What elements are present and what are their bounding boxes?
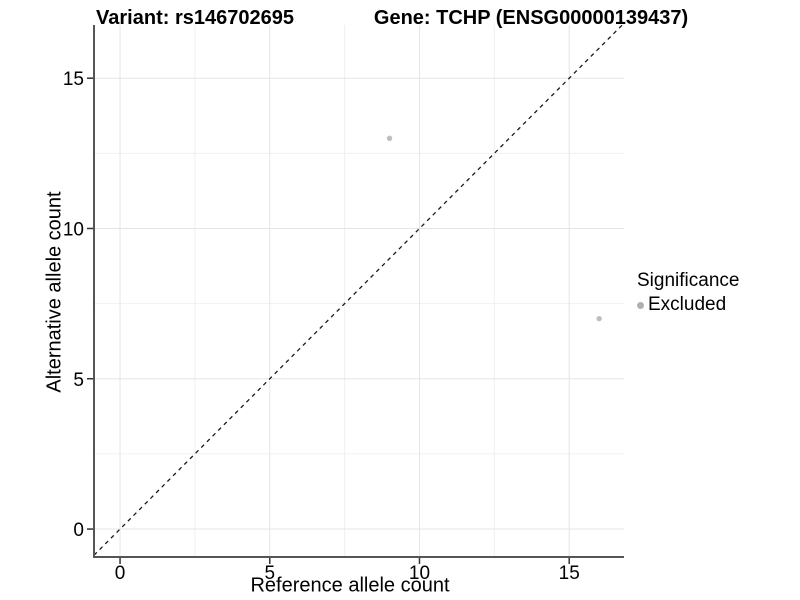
legend-point-icon — [637, 301, 644, 309]
plot-title-variant: Variant: rs146702695 — [96, 7, 294, 29]
legend-item-excluded: Excluded — [637, 294, 739, 316]
plot-title-gene: Gene: TCHP (ENSG00000139437) — [373, 7, 689, 29]
data-point — [596, 315, 602, 322]
x-tick-label: 15 — [559, 563, 580, 584]
data-point — [386, 135, 393, 142]
legend-title: Significance — [637, 270, 740, 291]
y-tick-label: 15 — [63, 69, 84, 90]
y-tick-label: 0 — [73, 520, 84, 541]
x-axis-title: Reference allele count — [250, 574, 450, 597]
legend-item-label: Excluded — [648, 294, 727, 315]
x-tick-label: 0 — [115, 563, 126, 584]
identity-reference-line — [93, 24, 623, 556]
y-tick-label: 10 — [63, 219, 84, 240]
x-tick-label: 10 — [409, 563, 430, 584]
y-tick-label: 5 — [73, 370, 84, 391]
legend: Significance Excluded — [637, 270, 739, 316]
x-tick-label: 5 — [264, 563, 275, 584]
